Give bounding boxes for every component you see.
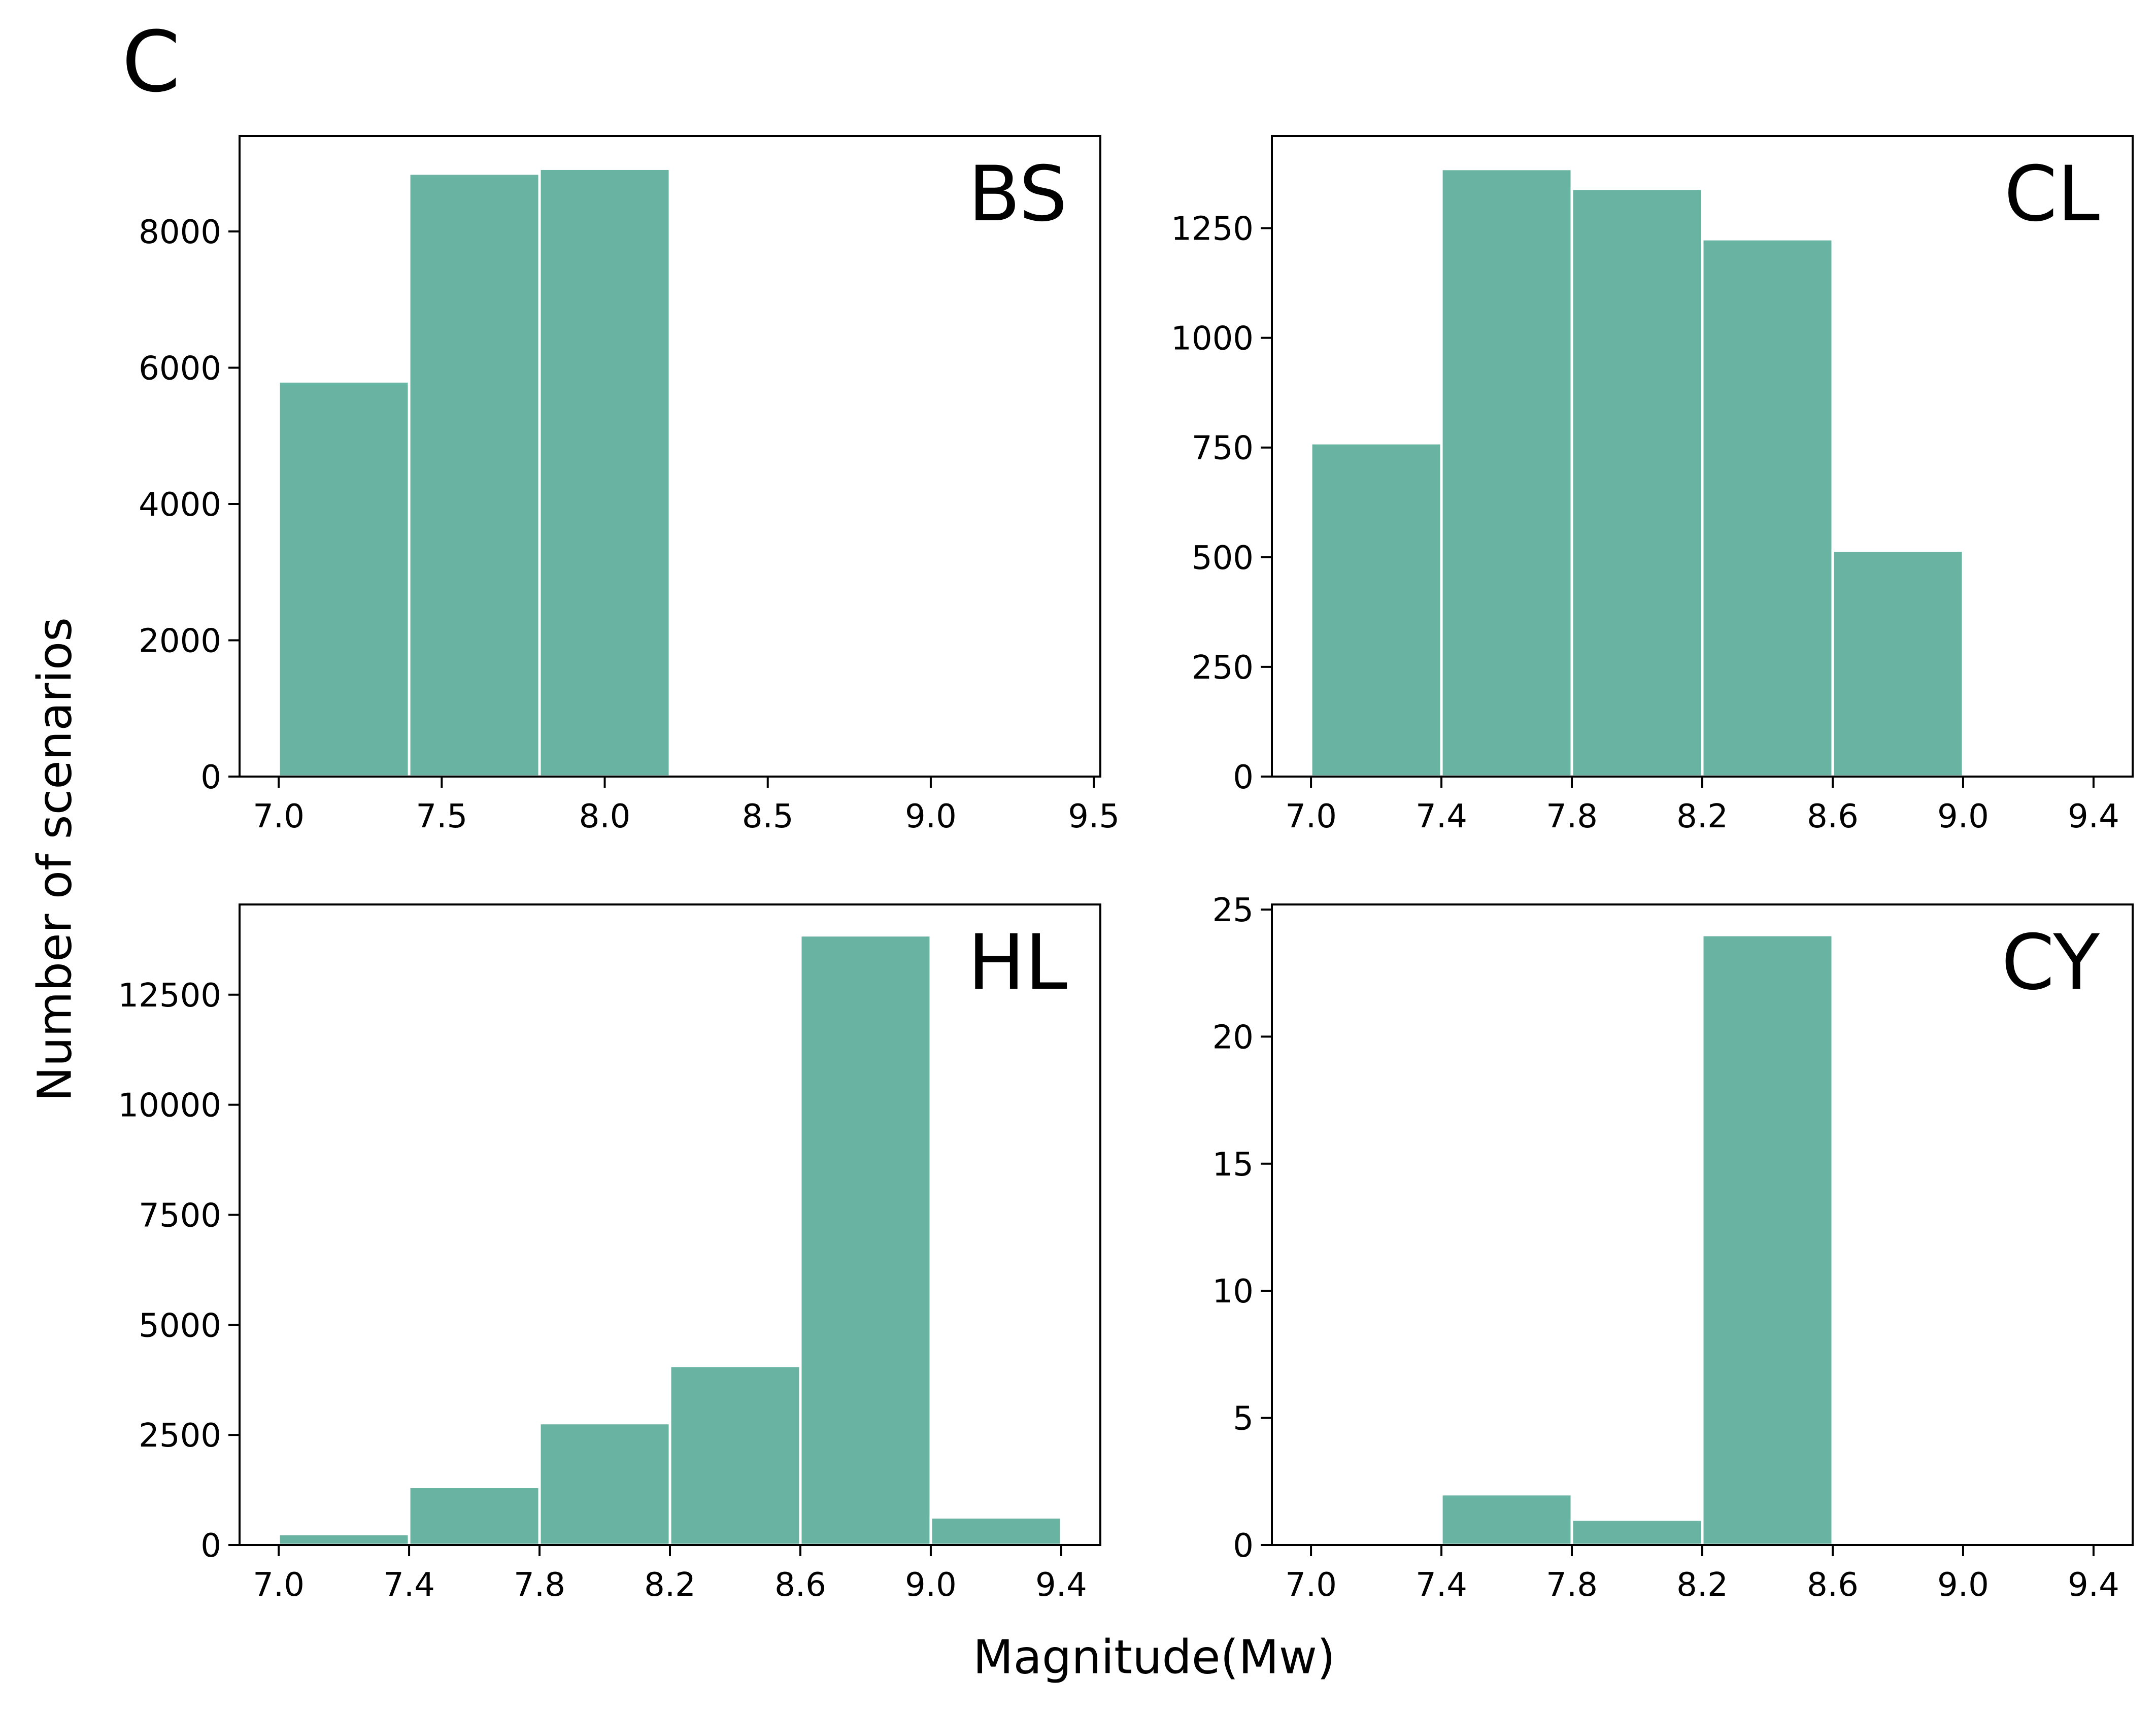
histogram-bar [1309,442,1443,778]
y-axis-label-text: Number of scenarios [27,617,82,1102]
histogram-bar [668,1364,802,1547]
histogram-bar [1701,238,1834,778]
axes-frame [239,135,1101,778]
y-tick-label: 5000 [139,1307,221,1345]
y-tick-label: 500 [1192,540,1254,577]
y-tick-label: 0 [1233,1527,1254,1565]
y-tick-label: 0 [200,1527,221,1565]
y-tick-label: 1000 [1171,320,1254,358]
x-tick-label: 8.2 [1676,1566,1728,1604]
x-tick-label: 8.6 [1807,798,1859,835]
x-tick-label: 7.8 [1546,1566,1598,1604]
x-tick-label: 7.4 [1416,798,1467,835]
y-tick-label: 4000 [139,486,221,524]
panel-letter: C [122,13,181,111]
x-tick-label: 7.0 [253,1566,305,1604]
x-tick-label: 8.5 [742,798,794,835]
x-tick-label: 7.4 [383,1566,435,1604]
histogram-bar [1831,549,1965,778]
x-tick-label: 8.2 [1676,798,1728,835]
x-tick-label: 7.5 [416,798,467,835]
y-tick-label: 5 [1233,1400,1254,1438]
y-tick-label: 20 [1212,1019,1254,1056]
y-tick-label: 1250 [1171,211,1254,248]
histogram-bar [929,1516,1063,1547]
subplot-hl: 7.0 7.4 7.8 8.2 8.6 9.0 9.4 0 2500 5000 7500 10000 1… [118,903,1101,1604]
x-axis-label-text: Magnitude(Mw) [973,1630,1335,1685]
y-tick-label: 0 [1233,759,1254,796]
x-tick-label: 7.8 [514,1566,565,1604]
y-tick-label: 2000 [139,622,221,660]
y-tick-label: 10000 [118,1087,221,1125]
subplot-title: CL [2004,150,2100,239]
x-tick-label: 9.0 [905,1566,957,1604]
x-tick-label: 8.2 [644,1566,696,1604]
subplot-title: CY [2001,919,2100,1007]
y-tick-label: 8000 [139,214,221,251]
x-tick-label: 7.8 [1546,798,1598,835]
y-tick-label: 6000 [139,350,221,387]
histogram-bar [1440,1493,1573,1547]
histogram-bar [277,380,411,778]
subplot-title: BS [968,150,1067,239]
y-tick-label: 250 [1192,649,1254,687]
y-tick-label: 2500 [139,1417,221,1455]
x-tick-label: 9.4 [2068,1566,2119,1604]
histogram-bar [408,172,541,778]
x-tick-label: 8.6 [1807,1566,1859,1604]
histogram-bar [1701,933,1834,1547]
x-tick-label: 9.0 [905,798,957,835]
histogram-bar [799,934,932,1547]
histogram-bar [1570,1518,1704,1547]
x-tick-label: 9.5 [1068,798,1120,835]
y-tick-label: 25 [1212,892,1254,929]
histogram-bar [538,167,671,778]
histogram-bar [277,1532,411,1547]
y-tick-label: 7500 [139,1197,221,1234]
subplot-cl: 7.0 7.4 7.8 8.2 8.6 9.0 9.4 0 250 500 750 1000 1250 C… [1171,135,2134,835]
x-tick-label: 7.4 [1416,1566,1467,1604]
histogram-bar [1440,167,1573,778]
x-tick-label: 7.0 [1285,798,1337,835]
y-tick-label: 10 [1212,1273,1254,1311]
x-tick-label: 9.0 [1937,798,1989,835]
y-tick-label: 0 [200,759,221,796]
x-tick-label: 8.6 [774,1566,826,1604]
histogram-bar [408,1486,541,1547]
subplot-bs: 7.0 7.5 8.0 8.5 9.0 9.5 0 2000 4000 6000 8000 BS [139,135,1120,835]
subplot-cy: 7.0 7.4 7.8 8.2 8.6 9.0 9.4 0 5 10 15 20 25 CY [1212,892,2134,1604]
y-tick-label: 12500 [118,977,221,1015]
x-tick-label: 8.0 [579,798,631,835]
histogram-bar [1570,187,1704,778]
x-tick-label: 9.4 [1035,1566,1087,1604]
x-tick-label: 9.4 [2068,798,2119,835]
histogram-bar [538,1422,671,1547]
x-tick-label: 7.0 [1285,1566,1337,1604]
subplot-title: HL [968,919,1067,1007]
x-tick-label: 7.0 [253,798,305,835]
x-tick-label: 9.0 [1937,1566,1989,1604]
y-tick-label: 750 [1192,430,1254,467]
y-tick-label: 15 [1212,1146,1254,1184]
